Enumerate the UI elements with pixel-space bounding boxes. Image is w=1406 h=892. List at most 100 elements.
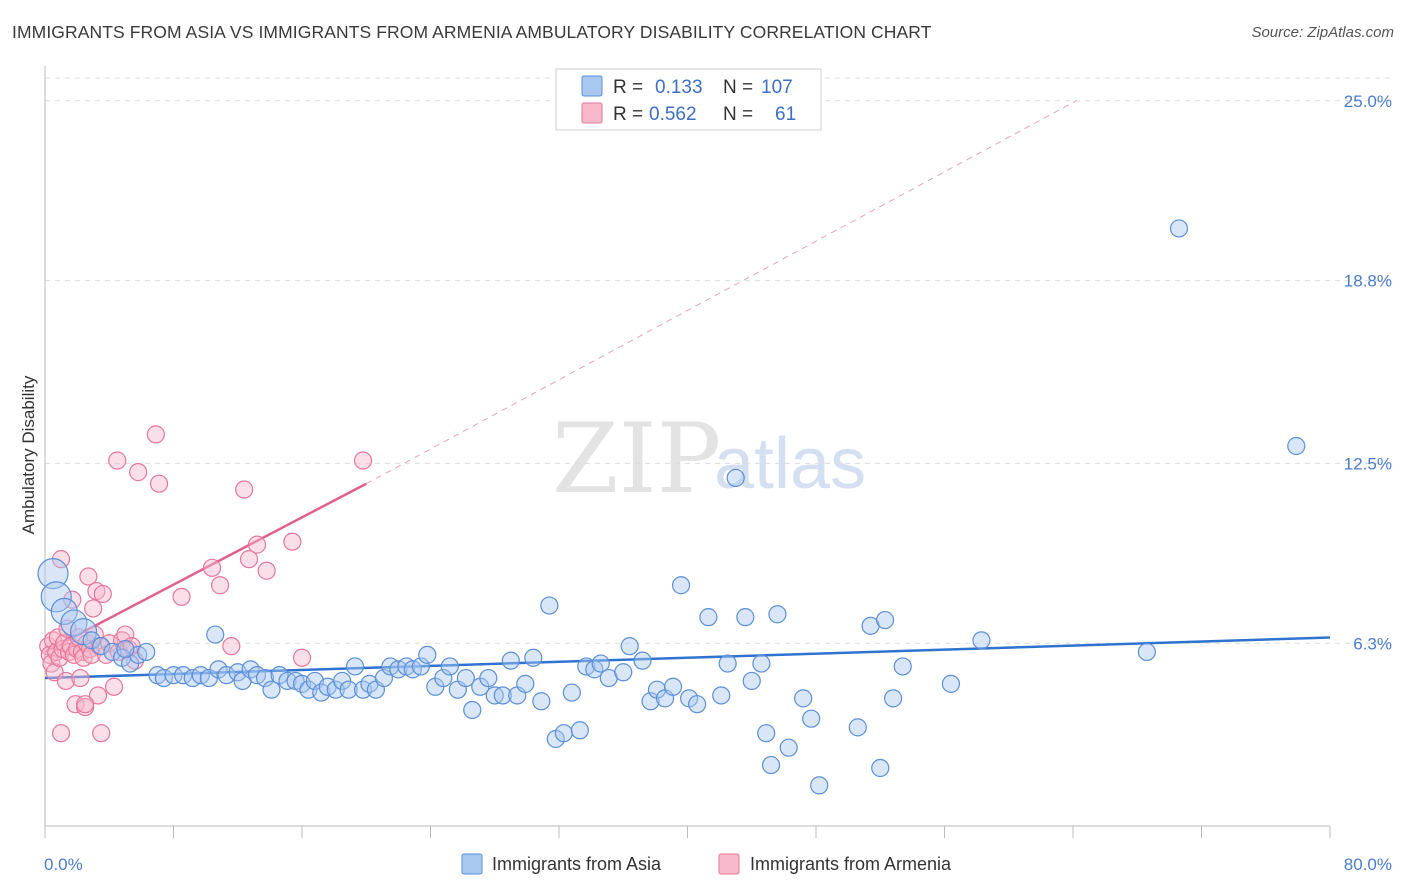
armenia-point [292,648,312,667]
legend-box: R = 0.133 N = 107 R = 0.562 N = 61 [555,68,822,131]
armenia-point [235,480,254,499]
armenia-point [202,558,222,577]
asia-point [570,721,589,740]
asia-point [206,625,225,644]
armenia-point [93,584,112,604]
asia-point [671,576,691,595]
asia-point [501,651,520,670]
x-tick-label-min: 0.0% [44,855,83,874]
asia-point [663,677,683,696]
asia-point [50,597,78,625]
asia-point [37,558,69,590]
asia-point [779,738,798,757]
y-tick-labels: 6.3% 12.5% 18.8% 25.0% [1344,92,1392,653]
armenia-point [92,724,111,743]
bottom-legend-label-asia: Immigrants from Asia [492,854,662,874]
bottom-legend: Immigrants from Asia Immigrants from Arm… [461,853,952,875]
armenia-point [63,590,82,609]
asia-point [688,695,707,714]
asia-point [742,671,761,691]
asia-point [339,680,358,699]
asia-point [591,654,610,673]
legend-r-value-asia: 0.133 [655,77,703,98]
legend-n-label-asia: N = [723,77,753,98]
asia-point [137,642,156,662]
asia-point [768,605,787,624]
armenia-trend-line [44,482,367,654]
asia-point [620,637,639,656]
armenia-point [84,599,103,618]
legend-n-value-armenia: 61 [775,104,796,125]
asia-point [641,692,660,711]
armenia-point [79,567,98,586]
asia-point [802,709,821,728]
asia-point [456,668,475,688]
armenia-point [149,474,169,493]
asia-point [736,608,755,627]
y-tick-label: 18.8% [1344,272,1392,291]
bottom-legend-swatch-armenia [718,853,740,875]
armenia-point [257,561,276,580]
asia-point [164,666,183,685]
legend-r-label-armenia: R = [613,104,643,125]
armenia-point [222,637,241,656]
armenia-trend-extension [366,100,1077,485]
armenia-point [71,668,90,688]
x-tick-labels: 0.0% 80.0% [44,855,1392,874]
asia-point [540,596,559,615]
armenia-point [51,724,71,743]
legend-swatch-armenia [581,102,603,124]
source-credit: Source: ZipAtlas.com [1251,24,1394,41]
asia-point [726,468,745,488]
watermark: ZIP atlas [552,403,866,515]
armenia-point [88,686,108,705]
asia-point [255,668,275,688]
armenia-point [129,463,148,482]
armenia-point [146,425,165,444]
asia-point [516,674,535,693]
asia-point [440,657,459,676]
asia-point [1137,642,1156,662]
armenia-point [247,535,267,554]
legend-r-value-armenia: 0.562 [649,104,697,125]
bottom-legend-label-armenia: Immigrants from Armenia [750,854,952,874]
asia-point [941,674,961,693]
asia-point [532,692,551,711]
watermark-atlas: atlas [714,424,866,504]
asia-point [82,631,101,650]
asia-point [411,657,430,676]
asia-point [883,689,903,708]
armenia-point [353,451,373,470]
asia-point [69,618,98,646]
asia-point [554,724,573,743]
asia-point [699,608,718,627]
armenia-point [283,532,302,551]
armenia-point [56,671,75,691]
asia-point [752,654,771,673]
asia-point [893,657,912,676]
asia-point [479,668,498,688]
asia-point [614,663,633,682]
legend-swatch-asia [581,75,603,97]
watermark-zip: ZIP [552,403,721,515]
asia-point [875,610,895,630]
armenia-points [39,425,373,743]
axes [44,66,1331,838]
armenia-point [210,576,230,595]
y-tick-label: 6.3% [1353,634,1392,653]
asia-point [848,718,867,737]
asia-point [374,668,394,688]
asia-point [972,631,991,650]
asia-point [434,668,453,688]
asia-point [217,666,236,685]
y-tick-label: 12.5% [1344,454,1392,473]
chart-title: IMMIGRANTS FROM ASIA VS IMMIGRANTS FROM … [12,22,932,42]
asia-point [40,581,72,613]
asia-point [757,724,776,743]
legend-n-label-armenia: N = [723,104,753,125]
legend-n-value-asia: 107 [761,77,793,98]
asia-point [562,683,581,702]
x-tick-label-max: 80.0% [1344,855,1392,874]
asia-points [37,219,1306,795]
